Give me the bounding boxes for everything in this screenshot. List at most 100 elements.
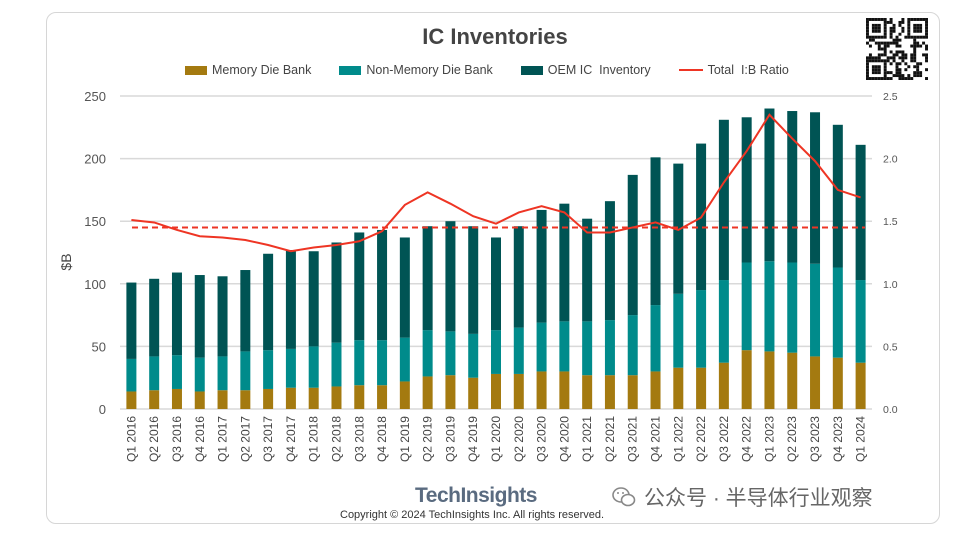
bar-oem-ic-inventory [627, 174, 638, 316]
bar-non-memory-die-bank [263, 350, 274, 389]
bar-oem-ic-inventory [604, 201, 615, 321]
bar-memory-die-bank [331, 386, 342, 409]
bar-memory-die-bank [149, 390, 160, 409]
bar-non-memory-die-bank [445, 331, 456, 376]
legend: Memory Die Bank Non-Memory Die Bank OEM … [185, 63, 789, 77]
bar-memory-die-bank [217, 390, 228, 409]
bar-memory-die-bank [240, 390, 251, 409]
wechat-icon [612, 487, 636, 507]
bar-oem-ic-inventory [513, 226, 524, 328]
bar-memory-die-bank [422, 376, 433, 409]
x-tick-label: Q2 2022 [694, 416, 708, 462]
x-tick-label: Q1 2024 [854, 416, 868, 462]
y2-tick-label: 2.0 [883, 154, 898, 166]
bar-oem-ic-inventory [217, 276, 228, 357]
bar-non-memory-die-bank [741, 262, 752, 351]
bar-non-memory-die-bank [377, 340, 388, 386]
bar-memory-die-bank [354, 385, 365, 409]
x-tick-label: Q1 2019 [398, 416, 412, 462]
legend-label: Total I:B Ratio [707, 63, 789, 77]
x-tick-label: Q1 2016 [124, 416, 138, 462]
legend-item-oem: OEM IC Inventory [520, 63, 651, 77]
bar-non-memory-die-bank [832, 267, 843, 358]
legend-item-non-memory: Non-Memory Die Bank [339, 63, 493, 77]
bar-non-memory-die-bank [650, 305, 661, 372]
x-tick-label: Q2 2018 [329, 416, 343, 462]
bar-oem-ic-inventory [422, 226, 433, 331]
x-tick-label: Q2 2016 [147, 416, 161, 462]
y-tick-label: 250 [84, 89, 106, 104]
x-tick-label: Q4 2017 [284, 416, 298, 462]
techinsights-logo: TechInsights [415, 484, 537, 507]
bar-non-memory-die-bank [855, 280, 866, 363]
bar-memory-die-bank [741, 350, 752, 409]
bar-oem-ic-inventory [832, 124, 843, 268]
bar-oem-ic-inventory [559, 203, 570, 322]
legend-swatch [339, 65, 362, 75]
chart-card [46, 12, 940, 524]
bar-non-memory-die-bank [422, 330, 433, 377]
bar-non-memory-die-bank [331, 342, 342, 387]
bar-oem-ic-inventory [171, 272, 182, 356]
bar-oem-ic-inventory [582, 218, 593, 322]
legend-label: Memory Die Bank [212, 63, 312, 77]
bar-memory-die-bank [491, 373, 501, 409]
bar-memory-die-bank [513, 373, 524, 409]
x-tick-label: Q3 2022 [717, 416, 731, 462]
x-tick-label: Q4 2019 [466, 416, 480, 462]
x-tick-label: Q2 2023 [785, 416, 799, 462]
bar-memory-die-bank [673, 367, 684, 409]
bar-oem-ic-inventory [377, 229, 388, 341]
bar-non-memory-die-bank [171, 355, 182, 389]
bar-memory-die-bank [627, 375, 638, 409]
bar-memory-die-bank [650, 371, 661, 409]
bar-oem-ic-inventory [354, 232, 365, 341]
x-tick-label: Q3 2018 [352, 416, 366, 462]
bar-non-memory-die-bank [787, 262, 798, 353]
y2-tick-label: 1.5 [883, 216, 898, 228]
bar-non-memory-die-bank [764, 261, 775, 352]
bar-non-memory-die-bank [627, 315, 638, 376]
bar-oem-ic-inventory [764, 108, 775, 262]
legend-item-ratio: Total I:B Ratio [678, 63, 789, 77]
bar-memory-die-bank [832, 357, 843, 409]
y2-tick-label: 0.0 [883, 404, 898, 416]
bar-oem-ic-inventory [263, 253, 274, 351]
bar-non-memory-die-bank [582, 321, 593, 376]
bar-memory-die-bank [194, 391, 205, 409]
bar-non-memory-die-bank [810, 263, 821, 357]
bar-memory-die-bank [696, 367, 707, 409]
y-tick-label: 0 [99, 402, 106, 417]
y-tick-label: 100 [84, 277, 106, 292]
bar-oem-ic-inventory [445, 221, 456, 332]
x-tick-label: Q1 2023 [762, 416, 776, 462]
x-tick-label: Q4 2023 [831, 416, 845, 462]
bar-oem-ic-inventory [149, 278, 160, 357]
bar-oem-ic-inventory [194, 275, 205, 358]
legend-label: OEM IC Inventory [547, 63, 651, 77]
bar-non-memory-die-bank [126, 358, 137, 392]
x-tick-label: Q4 2018 [375, 416, 389, 462]
bar-oem-ic-inventory [536, 209, 547, 323]
bar-non-memory-die-bank [217, 356, 228, 391]
legend-label: Non-Memory Die Bank [366, 63, 493, 77]
copyright-text: Copyright © 2024 TechInsights Inc. All r… [340, 509, 605, 521]
bar-non-memory-die-bank [491, 330, 501, 374]
bar-memory-die-bank [126, 391, 137, 409]
bar-non-memory-die-bank [604, 320, 615, 376]
bar-memory-die-bank [468, 377, 479, 409]
x-tick-label: Q3 2016 [170, 416, 184, 462]
bar-oem-ic-inventory [240, 270, 251, 352]
x-tick-label: Q3 2023 [808, 416, 822, 462]
bar-non-memory-die-bank [354, 340, 365, 386]
legend-line [678, 69, 703, 71]
bar-non-memory-die-bank [468, 333, 479, 378]
x-tick-label: Q1 2017 [216, 416, 230, 462]
bar-non-memory-die-bank [559, 321, 570, 372]
bar-non-memory-die-bank [285, 348, 296, 388]
bar-memory-die-bank [377, 385, 388, 409]
bar-non-memory-die-bank [194, 357, 205, 392]
legend-swatch [185, 65, 207, 75]
legend-swatch [520, 65, 543, 75]
bar-non-memory-die-bank [149, 356, 160, 391]
